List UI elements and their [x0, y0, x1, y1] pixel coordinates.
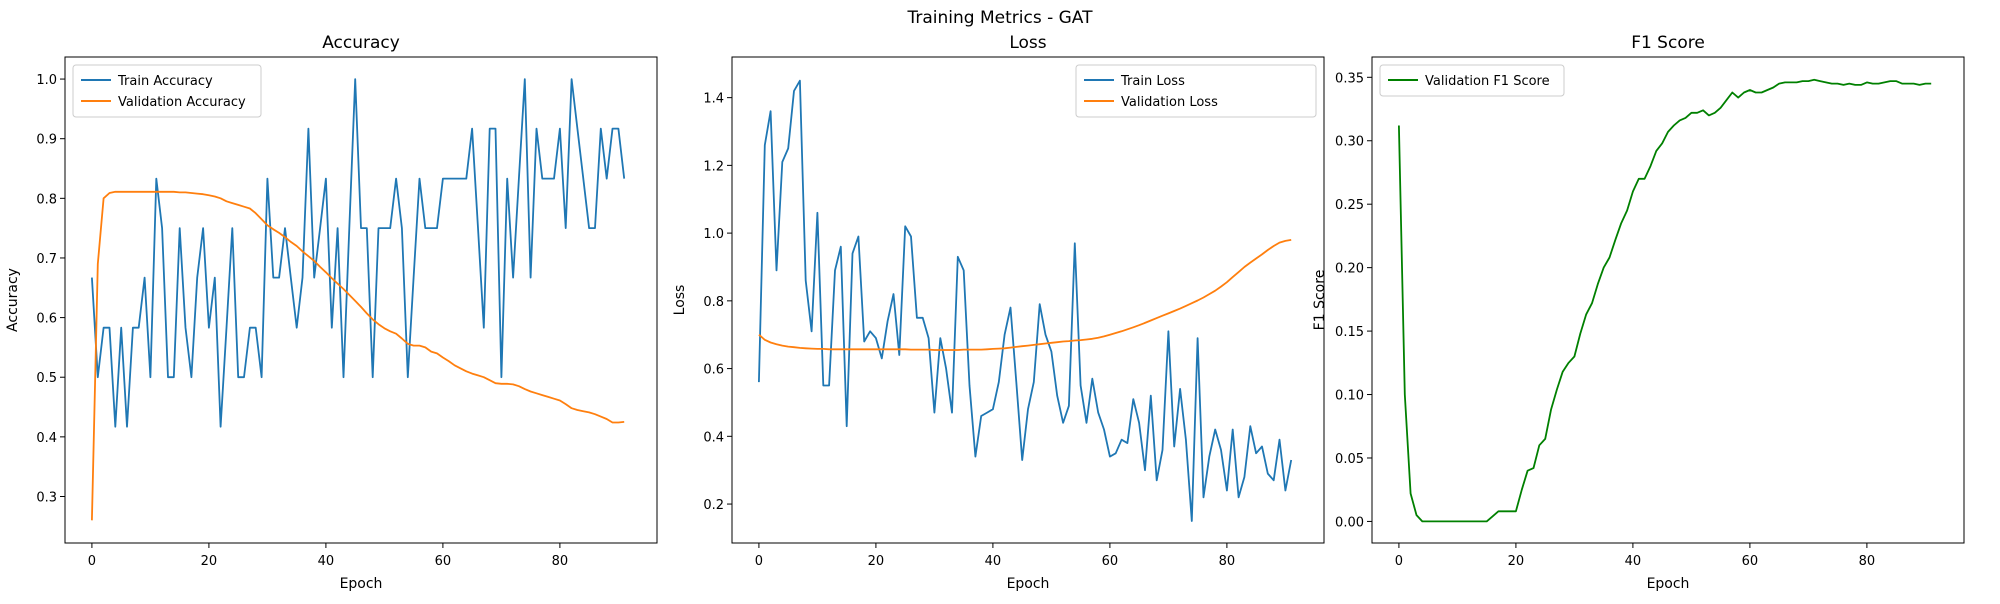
y-tick-label: 0.9 [36, 133, 57, 148]
y-axis-label: Loss [672, 285, 688, 316]
legend-box [1379, 64, 1565, 97]
y-axis-label: Accuracy [5, 268, 21, 332]
y-tick-label: 0.20 [1335, 262, 1364, 277]
x-tick-label: 60 [1742, 554, 1759, 569]
x-tick-label: 20 [201, 554, 218, 569]
x-tick-label: 80 [1859, 554, 1876, 569]
y-tick-label: 0.15 [1335, 325, 1364, 340]
x-tick-label: 80 [1219, 554, 1236, 569]
y-tick-label: 0.00 [1335, 515, 1364, 530]
y-tick-label: 0.05 [1335, 452, 1364, 467]
legend: Train Loss Validation Loss [1075, 64, 1317, 118]
y-tick-label: 0.25 [1335, 198, 1364, 213]
chart-title: F1 Score [1631, 33, 1705, 53]
chart-title: Loss [1009, 33, 1046, 53]
series-line-2 [91, 190, 625, 521]
y-tick-label: 0.30 [1335, 135, 1364, 150]
y-tick-label: 0.3 [36, 490, 57, 505]
y-tick-label: 1.4 [703, 92, 724, 107]
x-tick-label: 40 [985, 554, 1002, 569]
plot-frame [64, 56, 658, 544]
y-axis-label: F1 Score [1312, 270, 1328, 331]
x-axis-label: Epoch [340, 576, 383, 592]
x-tick-label: 80 [552, 554, 569, 569]
legend: Train Accuracy Validation Accuracy [72, 64, 262, 118]
series-line-1 [1398, 78, 1932, 523]
legend-label: Validation F1 Score [1425, 74, 1550, 89]
x-tick-label: 20 [868, 554, 885, 569]
legend: Validation F1 Score [1379, 64, 1565, 97]
series-line-1 [758, 79, 1293, 522]
y-tick-label: 0.2 [703, 498, 724, 513]
x-axis-label: Epoch [1647, 576, 1690, 592]
y-tick-label: 1.2 [703, 159, 724, 174]
legend-box [72, 64, 262, 118]
plot-frame [1371, 56, 1965, 544]
y-tick-label: 0.7 [36, 252, 57, 267]
x-tick-label: 60 [435, 554, 452, 569]
y-tick-label: 0.6 [36, 312, 57, 327]
x-tick-label: 40 [1625, 554, 1642, 569]
y-tick-label: 0.6 [703, 363, 724, 378]
x-tick-label: 0 [755, 554, 763, 569]
x-tick-label: 20 [1508, 554, 1525, 569]
plot-frame [731, 56, 1325, 544]
y-tick-label: 0.4 [36, 431, 57, 446]
y-tick-label: 0.8 [703, 295, 724, 310]
chart-panel-2: Loss 0 20 40 60 80 0.2 0.4 0.6 0.8 1.0 1.2 1.4 Epoch L… [672, 33, 1325, 592]
x-tick-label: 0 [88, 554, 96, 569]
legend-label: Train Accuracy [117, 74, 213, 89]
series-line-2 [758, 239, 1292, 351]
y-tick-label: 0.10 [1335, 389, 1364, 404]
y-tick-label: 0.8 [36, 192, 57, 207]
x-axis-label: Epoch [1007, 576, 1050, 592]
x-tick-label: 60 [1102, 554, 1119, 569]
y-tick-label: 0.35 [1335, 71, 1364, 86]
legend-label: Validation Accuracy [118, 95, 246, 110]
legend-box [1075, 64, 1317, 118]
x-tick-label: 0 [1395, 554, 1403, 569]
y-tick-label: 1.0 [36, 73, 57, 88]
figure-suptitle: Training Metrics - GAT [907, 8, 1093, 28]
legend-label: Validation Loss [1121, 95, 1218, 110]
chart-title: Accuracy [322, 33, 400, 53]
y-tick-label: 0.5 [36, 371, 57, 386]
chart-panel-1: Accuracy 0 20 40 60 80 0.3 0.4 0.5 0.6 0.7 0.8 0.9 1.… [5, 33, 658, 592]
y-tick-label: 1.0 [703, 227, 724, 242]
x-tick-label: 40 [318, 554, 335, 569]
y-tick-label: 0.4 [703, 430, 724, 445]
legend-label: Train Loss [1120, 74, 1185, 89]
series-line-1 [91, 78, 626, 428]
chart-panel-3: F1 Score 0 20 40 60 80 0.00 0.05 0.10 0.15 0.20 0.2… [1312, 33, 1965, 592]
